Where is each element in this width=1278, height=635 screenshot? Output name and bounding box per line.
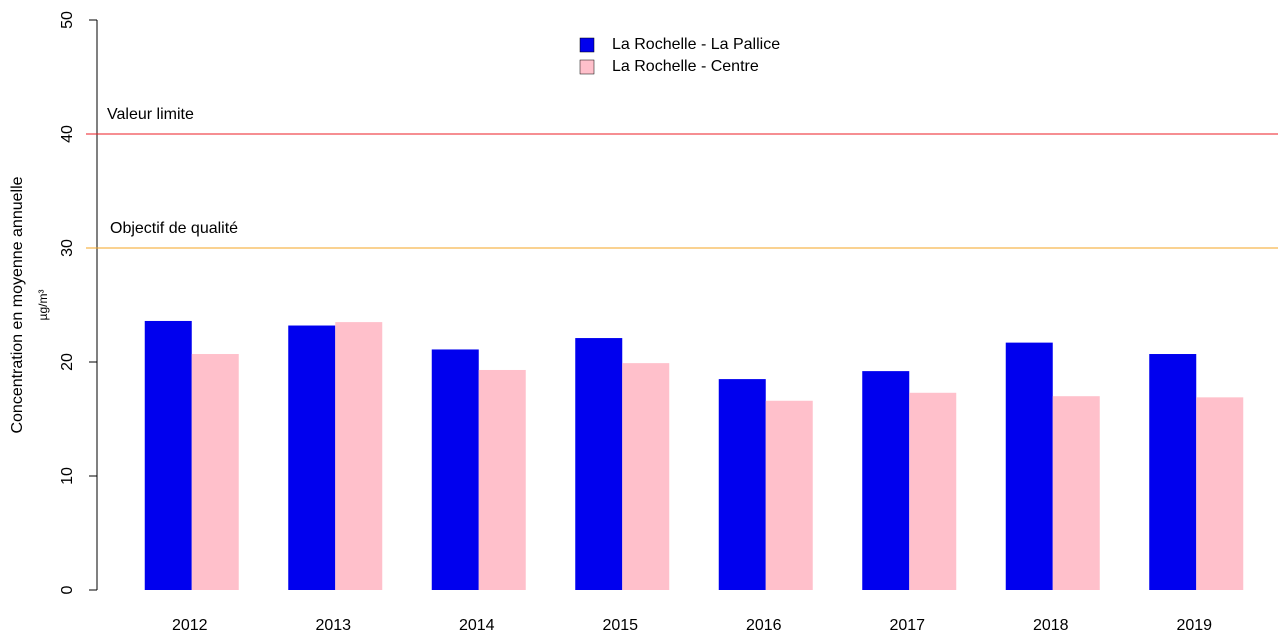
y-tick-label: 10 [59,467,76,485]
bar [335,322,383,590]
x-tick-label: 2017 [889,617,925,634]
y-axis-unit: µg/m³ [36,290,50,321]
y-axis-label: Concentration en moyenne annuelle [9,176,26,433]
x-tick-label: 2015 [602,617,638,634]
x-tick-label: 2014 [459,617,495,634]
x-tick-label: 2018 [1033,617,1069,634]
y-tick-label: 50 [59,11,76,29]
bar [191,354,239,590]
y-tick-label: 30 [59,239,76,257]
bar [1149,354,1197,590]
reference-label: Objectif de qualité [110,220,238,237]
y-tick-label: 0 [59,585,76,594]
bar [909,392,957,590]
legend-swatch [579,59,595,75]
bar [862,371,910,590]
bar [144,320,192,590]
x-tick-label: 2013 [315,617,351,634]
reference-label: Valeur limite [107,106,194,123]
y-tick-label: 40 [59,125,76,143]
bar [1052,396,1100,590]
bar [622,363,670,590]
legend-swatch [579,37,595,53]
bar [765,400,813,590]
bar [1005,342,1053,590]
y-tick-label: 20 [59,353,76,371]
x-tick-label: 2019 [1176,617,1212,634]
bar [431,349,479,590]
bar [718,379,766,590]
bar [288,325,336,590]
x-tick-label: 2016 [746,617,782,634]
bar [575,338,623,590]
bar [1196,397,1244,590]
legend-label: La Rochelle - La Pallice [612,36,780,53]
x-tick-label: 2012 [172,617,208,634]
bar [478,369,526,590]
legend-label: La Rochelle - Centre [612,58,759,75]
